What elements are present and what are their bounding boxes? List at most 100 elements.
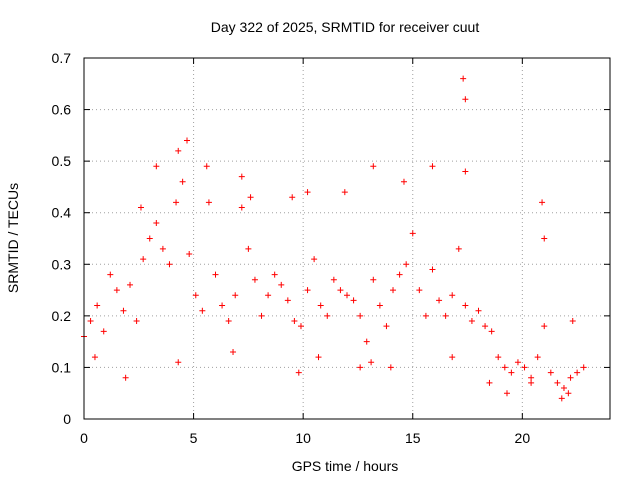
data-point [475, 307, 482, 314]
data-point [560, 385, 567, 392]
data-point [436, 297, 443, 304]
data-point [175, 359, 182, 366]
data-point [514, 359, 521, 366]
data-point [304, 287, 311, 294]
grid [84, 58, 610, 419]
data-point [488, 328, 495, 335]
data-point [205, 199, 212, 206]
data-point [140, 256, 147, 263]
data-point [107, 271, 114, 278]
data-point [574, 369, 581, 376]
data-point [179, 178, 186, 185]
data-point [330, 276, 337, 283]
data-point [317, 302, 324, 309]
data-point [409, 230, 416, 237]
data-point [94, 302, 101, 309]
data-point [245, 245, 252, 252]
data-point [370, 276, 377, 283]
data-point [230, 348, 237, 355]
data-point [238, 204, 245, 211]
data-point [357, 312, 364, 319]
data-point [357, 364, 364, 371]
data-point [173, 199, 180, 206]
chart-title: Day 322 of 2025, SRMTID for receiver cuu… [211, 19, 480, 35]
y-tick-label: 0.7 [52, 50, 72, 66]
data-point [539, 199, 546, 206]
x-tick-label: 20 [515, 430, 531, 446]
data-point [225, 318, 232, 325]
data-point [429, 163, 436, 170]
data-point [113, 287, 120, 294]
data-point [449, 354, 456, 361]
data-point [558, 395, 565, 402]
data-point [122, 374, 129, 381]
data-point [304, 189, 311, 196]
data-point [368, 359, 375, 366]
x-tick-label: 15 [405, 430, 421, 446]
x-tick-label: 0 [80, 430, 88, 446]
data-point [315, 354, 322, 361]
data-point [567, 374, 574, 381]
data-point [528, 379, 535, 386]
axis-ticks [83, 57, 610, 420]
data-point [146, 235, 153, 242]
data-point [232, 292, 239, 299]
data-point [460, 75, 467, 82]
data-point [278, 281, 285, 288]
data-point [258, 312, 265, 319]
data-point [580, 364, 587, 371]
y-tick-labels: 0 0.1 0.2 0.3 0.4 0.5 0.6 0.7 [52, 50, 72, 427]
data-point [175, 147, 182, 154]
y-tick-label: 0.1 [52, 359, 72, 375]
data-point [87, 318, 94, 325]
data-point [153, 220, 160, 227]
x-tick-labels: 0 5 10 15 20 [80, 430, 530, 446]
data-point [311, 256, 318, 263]
data-point [159, 245, 166, 252]
data-point [501, 364, 508, 371]
data-point [468, 318, 475, 325]
y-tick-label: 0.3 [52, 256, 72, 272]
data-point [341, 189, 348, 196]
data-point [528, 374, 535, 381]
data-point [486, 379, 493, 386]
y-tick-label: 0.6 [52, 102, 72, 118]
data-point [295, 369, 302, 376]
data-point [203, 163, 210, 170]
data-point [120, 307, 127, 314]
data-point [344, 292, 350, 299]
data-point [416, 287, 423, 294]
data-point [370, 163, 377, 170]
y-tick-label: 0.2 [52, 308, 72, 324]
data-point [521, 364, 528, 371]
data-point [133, 318, 140, 325]
data-point [247, 194, 254, 201]
data-point [482, 323, 489, 330]
data-point [153, 163, 160, 170]
data-point [422, 312, 429, 319]
data-point [387, 364, 394, 371]
x-tick-label: 10 [295, 430, 311, 446]
data-point [363, 338, 370, 345]
data-point [192, 292, 199, 299]
data-point [462, 168, 469, 175]
data-point [403, 261, 410, 268]
y-tick-label: 0 [63, 411, 71, 427]
data-point [289, 194, 296, 201]
data-point [383, 323, 390, 330]
data-point [390, 287, 397, 294]
data-point [184, 137, 191, 144]
data-point [100, 328, 107, 335]
data-point [462, 302, 469, 309]
data-point [219, 302, 226, 309]
data-point [251, 276, 258, 283]
data-point [455, 245, 462, 252]
data-point [442, 312, 449, 319]
data-point [547, 369, 554, 376]
data-point [503, 390, 510, 397]
data-point [534, 354, 541, 361]
data-point [291, 318, 298, 325]
data-point [127, 281, 134, 288]
data-point [265, 292, 272, 299]
data-point [284, 297, 291, 304]
